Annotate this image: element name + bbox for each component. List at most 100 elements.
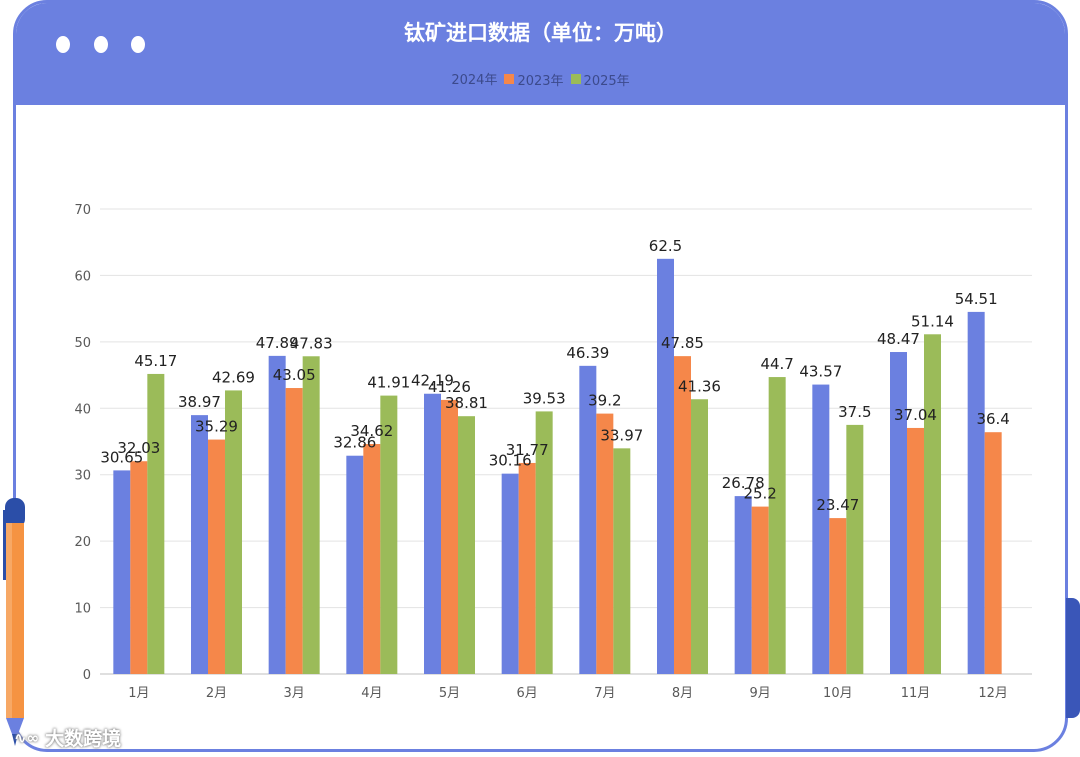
data-label: 47.83 xyxy=(290,334,333,352)
bar xyxy=(458,416,475,674)
bar xyxy=(984,432,1002,674)
data-label: 42.19 xyxy=(411,372,454,390)
bar xyxy=(890,352,907,674)
bar xyxy=(424,393,441,674)
y-tick-label: 50 xyxy=(74,336,91,351)
bar xyxy=(829,518,847,674)
watermark-logo: ∿∞ xyxy=(14,728,40,747)
legend-item-0[interactable]: 2024年 xyxy=(451,69,497,88)
x-tick-label: 2月 xyxy=(206,686,227,701)
data-label: 48.47 xyxy=(877,330,920,348)
watermark: ∿∞ 大数跨境 xyxy=(14,724,121,751)
bar xyxy=(268,355,286,674)
bar xyxy=(113,470,131,674)
side-tab-decoration xyxy=(1066,598,1080,718)
legend-swatch xyxy=(570,74,581,84)
bar xyxy=(691,399,708,674)
window-dot-3 xyxy=(131,36,145,53)
chart-header: 钛矿进口数据（单位：万吨） 2024年 2023年 2025年 xyxy=(16,3,1065,105)
pen-decoration-icon xyxy=(3,498,25,746)
data-label: 44.7 xyxy=(760,355,793,373)
bar xyxy=(613,448,631,674)
data-label: 43.57 xyxy=(799,363,842,381)
y-tick-label: 0 xyxy=(83,668,91,683)
bar xyxy=(674,356,691,674)
bar xyxy=(380,395,398,674)
window-dot-1 xyxy=(56,36,70,53)
x-tick-label: 4月 xyxy=(361,686,382,701)
data-label: 42.69 xyxy=(212,368,255,386)
data-label: 41.91 xyxy=(367,374,410,392)
data-label: 31.77 xyxy=(506,441,549,459)
y-tick-label: 40 xyxy=(74,402,91,417)
data-label: 39.2 xyxy=(588,392,621,410)
y-tick-label: 20 xyxy=(74,535,91,550)
bar xyxy=(302,356,320,674)
legend-label: 2024年 xyxy=(451,73,498,88)
legend-label: 2025年 xyxy=(583,73,630,89)
x-tick-label: 8月 xyxy=(672,686,693,701)
x-tick-label: 3月 xyxy=(284,686,305,701)
data-label: 41.26 xyxy=(428,378,471,396)
data-label: 54.51 xyxy=(955,290,998,308)
data-label: 47.85 xyxy=(661,334,704,352)
bar xyxy=(363,444,381,674)
data-label: 30.16 xyxy=(489,452,532,470)
bar xyxy=(285,388,303,674)
data-label: 32.86 xyxy=(333,434,376,452)
data-label: 39.53 xyxy=(523,389,566,407)
data-label: 38.81 xyxy=(445,394,488,412)
data-label: 26.78 xyxy=(722,474,765,492)
data-label: 33.97 xyxy=(600,426,643,444)
bar xyxy=(907,427,924,674)
chart-legend: 2024年 2023年 2025年 xyxy=(16,69,1065,89)
data-label: 38.97 xyxy=(178,393,221,411)
bar xyxy=(751,506,769,674)
data-label: 62.5 xyxy=(649,237,682,255)
bar xyxy=(535,411,553,674)
data-label: 30.65 xyxy=(100,448,143,466)
y-tick-label: 60 xyxy=(74,269,91,284)
bar xyxy=(846,424,864,674)
bar xyxy=(812,384,830,674)
chart-title: 钛矿进口数据（单位：万吨） xyxy=(404,21,677,45)
data-label: 34.62 xyxy=(350,422,393,440)
x-tick-label: 1月 xyxy=(128,686,149,701)
data-label: 37.04 xyxy=(894,406,937,424)
watermark-text: 大数跨境 xyxy=(45,728,122,750)
x-tick-label: 7月 xyxy=(594,686,615,701)
bar xyxy=(441,399,458,674)
bar xyxy=(130,461,148,674)
bar xyxy=(657,258,674,674)
bar xyxy=(768,377,786,674)
legend-label: 2023年 xyxy=(517,73,564,89)
legend-item-1[interactable]: 2023年 xyxy=(501,70,564,89)
window-dot-2 xyxy=(94,36,108,53)
data-label: 41.36 xyxy=(678,377,721,395)
x-tick-label: 5月 xyxy=(439,686,460,701)
bar xyxy=(208,439,225,674)
bar xyxy=(734,496,752,674)
data-label: 46.39 xyxy=(566,344,609,362)
y-tick-label: 70 xyxy=(74,203,91,218)
bar xyxy=(346,455,364,674)
x-tick-label: 10月 xyxy=(823,686,853,701)
bar xyxy=(579,365,597,674)
legend-swatch xyxy=(504,74,515,84)
data-label: 51.14 xyxy=(911,312,954,330)
data-label: 32.03 xyxy=(117,439,160,457)
data-label: 45.17 xyxy=(134,352,177,370)
x-tick-label: 6月 xyxy=(517,686,538,701)
bar xyxy=(501,473,519,674)
data-label: 35.29 xyxy=(195,418,238,436)
legend-item-2[interactable]: 2025年 xyxy=(568,70,630,89)
x-tick-label: 11月 xyxy=(901,686,931,701)
y-tick-label: 30 xyxy=(74,469,91,484)
bar xyxy=(924,334,941,674)
data-label: 25.2 xyxy=(743,485,776,503)
bar xyxy=(147,373,165,674)
data-label: 37.5 xyxy=(838,403,871,421)
data-label: 23.47 xyxy=(816,496,859,514)
x-tick-label: 9月 xyxy=(750,686,771,701)
